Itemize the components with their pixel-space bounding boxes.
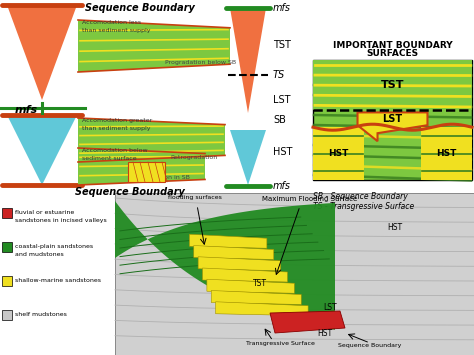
Text: mfs: mfs [15, 105, 38, 115]
Polygon shape [211, 290, 301, 305]
Bar [313, 60, 472, 180]
Text: and mudstones: and mudstones [15, 252, 64, 257]
Bar [2, 242, 12, 252]
Polygon shape [198, 257, 281, 271]
Text: Accomodation greater: Accomodation greater [82, 118, 152, 123]
Polygon shape [194, 246, 274, 260]
Polygon shape [190, 234, 267, 248]
Bar [313, 127, 364, 180]
Text: HST: HST [387, 224, 402, 233]
Text: TST: TST [253, 279, 267, 288]
Text: fluvial or estuarine: fluvial or estuarine [15, 210, 74, 215]
Text: Accomodation below: Accomodation below [82, 148, 147, 153]
Polygon shape [207, 279, 294, 293]
Text: LST: LST [273, 95, 291, 105]
Text: LST: LST [323, 304, 337, 312]
Text: IMPORTANT BOUNDARY: IMPORTANT BOUNDARY [333, 41, 452, 50]
Text: shallow-marine sandstones: shallow-marine sandstones [15, 278, 101, 283]
Text: TST: TST [381, 80, 404, 90]
Text: Sequence Boundary: Sequence Boundary [75, 187, 185, 197]
Text: SURFACES: SURFACES [366, 49, 419, 58]
Text: Accomodation less: Accomodation less [82, 20, 141, 25]
Text: sandstones in incised valleys: sandstones in incised valleys [15, 218, 107, 223]
Text: Incision in SB: Incision in SB [148, 175, 190, 180]
Text: HST: HST [328, 149, 349, 158]
Bar [2, 208, 12, 218]
Text: Sequence Boundary: Sequence Boundary [338, 343, 401, 348]
Polygon shape [357, 113, 428, 141]
Text: Transgressive Surface: Transgressive Surface [246, 341, 314, 346]
Bar [2, 276, 12, 286]
Text: SB - Sequence Boundary: SB - Sequence Boundary [313, 192, 408, 201]
Polygon shape [78, 20, 230, 72]
Polygon shape [270, 311, 345, 333]
Text: sediment surface: sediment surface [82, 156, 137, 161]
Bar [2, 310, 12, 320]
Bar [115, 193, 474, 355]
Text: than sediment supply: than sediment supply [82, 126, 151, 131]
Polygon shape [230, 8, 266, 113]
Polygon shape [115, 201, 335, 330]
Polygon shape [202, 268, 288, 282]
Text: HST: HST [273, 147, 292, 157]
Text: than sediment supply: than sediment supply [82, 28, 151, 33]
Text: LST: LST [383, 114, 402, 124]
Text: Progradation below SB: Progradation below SB [165, 60, 236, 65]
Text: HST: HST [437, 149, 457, 158]
Text: mfs: mfs [273, 3, 291, 13]
Text: HST: HST [318, 328, 333, 338]
Bar [421, 127, 472, 180]
Text: Retrogradation: Retrogradation [170, 155, 217, 160]
Polygon shape [78, 148, 205, 185]
Polygon shape [230, 130, 266, 185]
Text: shelf mudstones: shelf mudstones [15, 312, 67, 317]
Text: mfs: mfs [273, 181, 291, 191]
Text: coastal-plain sandstones: coastal-plain sandstones [15, 244, 93, 249]
Text: flooding surfaces: flooding surfaces [168, 195, 222, 200]
Text: TST: TST [273, 40, 291, 50]
Polygon shape [128, 162, 165, 182]
Polygon shape [7, 115, 77, 185]
Text: Maximum Flooding Surface: Maximum Flooding Surface [263, 196, 357, 202]
Polygon shape [78, 118, 225, 162]
Polygon shape [7, 5, 77, 100]
Polygon shape [216, 302, 308, 316]
Text: SB: SB [273, 115, 286, 125]
Bar [313, 60, 472, 110]
Text: Sequence Boundary: Sequence Boundary [85, 3, 195, 13]
Text: TS: TS [273, 70, 285, 80]
Text: TS - Transgressive Surface: TS - Transgressive Surface [313, 202, 414, 211]
